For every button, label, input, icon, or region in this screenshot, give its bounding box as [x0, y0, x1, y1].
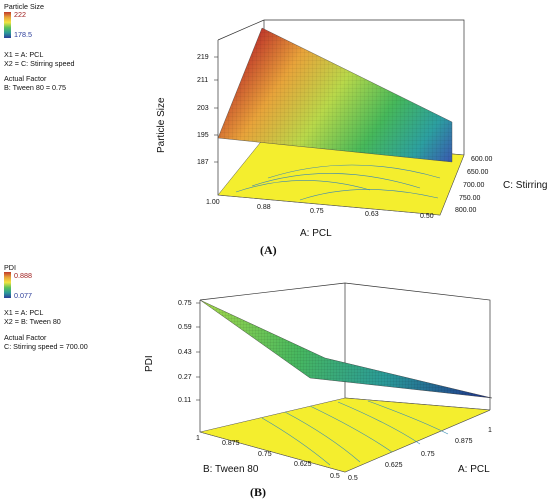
plot-b-x-tick: 0.75 — [421, 451, 435, 458]
plot-b-x-tick: 0.625 — [385, 462, 403, 469]
legend-a-factor-title: Actual Factor — [4, 74, 47, 83]
legend-b-colorbar — [4, 272, 11, 298]
legend-b-x1: X1 = A: PCL — [4, 308, 44, 317]
plot-b-z-tick: 0.59 — [178, 324, 192, 331]
plot-b-y-tick: 1 — [196, 435, 200, 442]
legend-a-factor-value: B: Tween 80 = 0.75 — [4, 83, 67, 92]
plot-a-z-tick: 211 — [197, 77, 208, 84]
legend-a-colorbar — [4, 12, 11, 38]
plot-b-y-label: B: Tween 80 — [203, 464, 259, 475]
plot-a-z-tick: 195 — [197, 132, 209, 139]
plot-b-z-tick: 0.75 — [178, 300, 192, 307]
plot-a-x-tick: 0.63 — [365, 211, 379, 218]
plot-b-y-tick: 0.5 — [330, 473, 340, 480]
plot-a-y-tick: 750.00 — [459, 195, 481, 202]
caption-b: (B) — [250, 485, 266, 499]
plot-b-z-tick: 0.43 — [178, 349, 192, 356]
plot-b-y-tick: 0.875 — [222, 440, 240, 447]
legend-a-x1: X1 = A: PCL — [4, 50, 44, 59]
plot-a-y-tick: 800.00 — [455, 207, 477, 214]
plot-b-x-tick: 0.5 — [348, 475, 358, 482]
legend-b-factor-value: C: Stirring speed = 700.00 — [4, 342, 88, 351]
legend-b-x2: X2 = B: Tween 80 — [4, 317, 61, 326]
plot-a-y-tick: 700.00 — [463, 182, 485, 189]
plot-b-y-tick: 0.75 — [258, 451, 272, 458]
plot-a-x-tick: 0.75 — [310, 208, 324, 215]
plot-b-x-tick: 0.875 — [455, 438, 473, 445]
plot-b-floor — [199, 397, 491, 473]
legend-a-title: Particle Size — [4, 2, 44, 11]
legend-a-max: 222 — [14, 10, 26, 19]
plot-a-z-tick: 203 — [197, 105, 209, 112]
legend-b-max: 0.888 — [14, 271, 32, 280]
plot-b-contours — [261, 400, 449, 466]
plot-a-z-tick: 219 — [197, 54, 209, 61]
plot-b-y-tick: 0.625 — [294, 461, 312, 468]
legend-a-x2: X2 = C: Stirring speed — [4, 59, 75, 68]
plot-a-floor — [217, 137, 465, 216]
plot-b-x-tick: 1 — [488, 427, 492, 434]
plot-b-z-label: PDI — [144, 355, 155, 372]
plot-a-contours — [235, 164, 441, 201]
plot-a-x-tick: 0.50 — [420, 213, 434, 220]
plot-b-z-tick: 0.27 — [178, 374, 192, 381]
plot-a-y-tick: 600.00 — [471, 156, 493, 163]
plot-a-z-label: Particle Size — [156, 97, 167, 153]
plot-b-surface — [199, 299, 493, 399]
plot-a-x-label: A: PCL — [300, 228, 332, 239]
caption-a: (A) — [260, 243, 277, 257]
plot-a-x-tick: 0.88 — [257, 204, 271, 211]
plot-b-z-ticks — [196, 302, 200, 401]
plot-a-z-tick: 187 — [197, 159, 209, 166]
plot-b-z-tick: 0.11 — [178, 397, 191, 404]
plot-a-x-tick: 1.00 — [206, 199, 220, 206]
legend-b-factor-title: Actual Factor — [4, 333, 47, 342]
legend-a-min: 178.5 — [14, 30, 32, 39]
plot-a-y-tick: 650.00 — [467, 169, 489, 176]
plot-a-z-ticks — [214, 56, 218, 163]
legend-b-title: PDI — [4, 263, 16, 272]
plot-b-x-label: A: PCL — [458, 464, 490, 475]
plot-a-y-label: C: Stirring speed — [503, 180, 550, 191]
legend-b-min: 0.077 — [14, 291, 32, 300]
